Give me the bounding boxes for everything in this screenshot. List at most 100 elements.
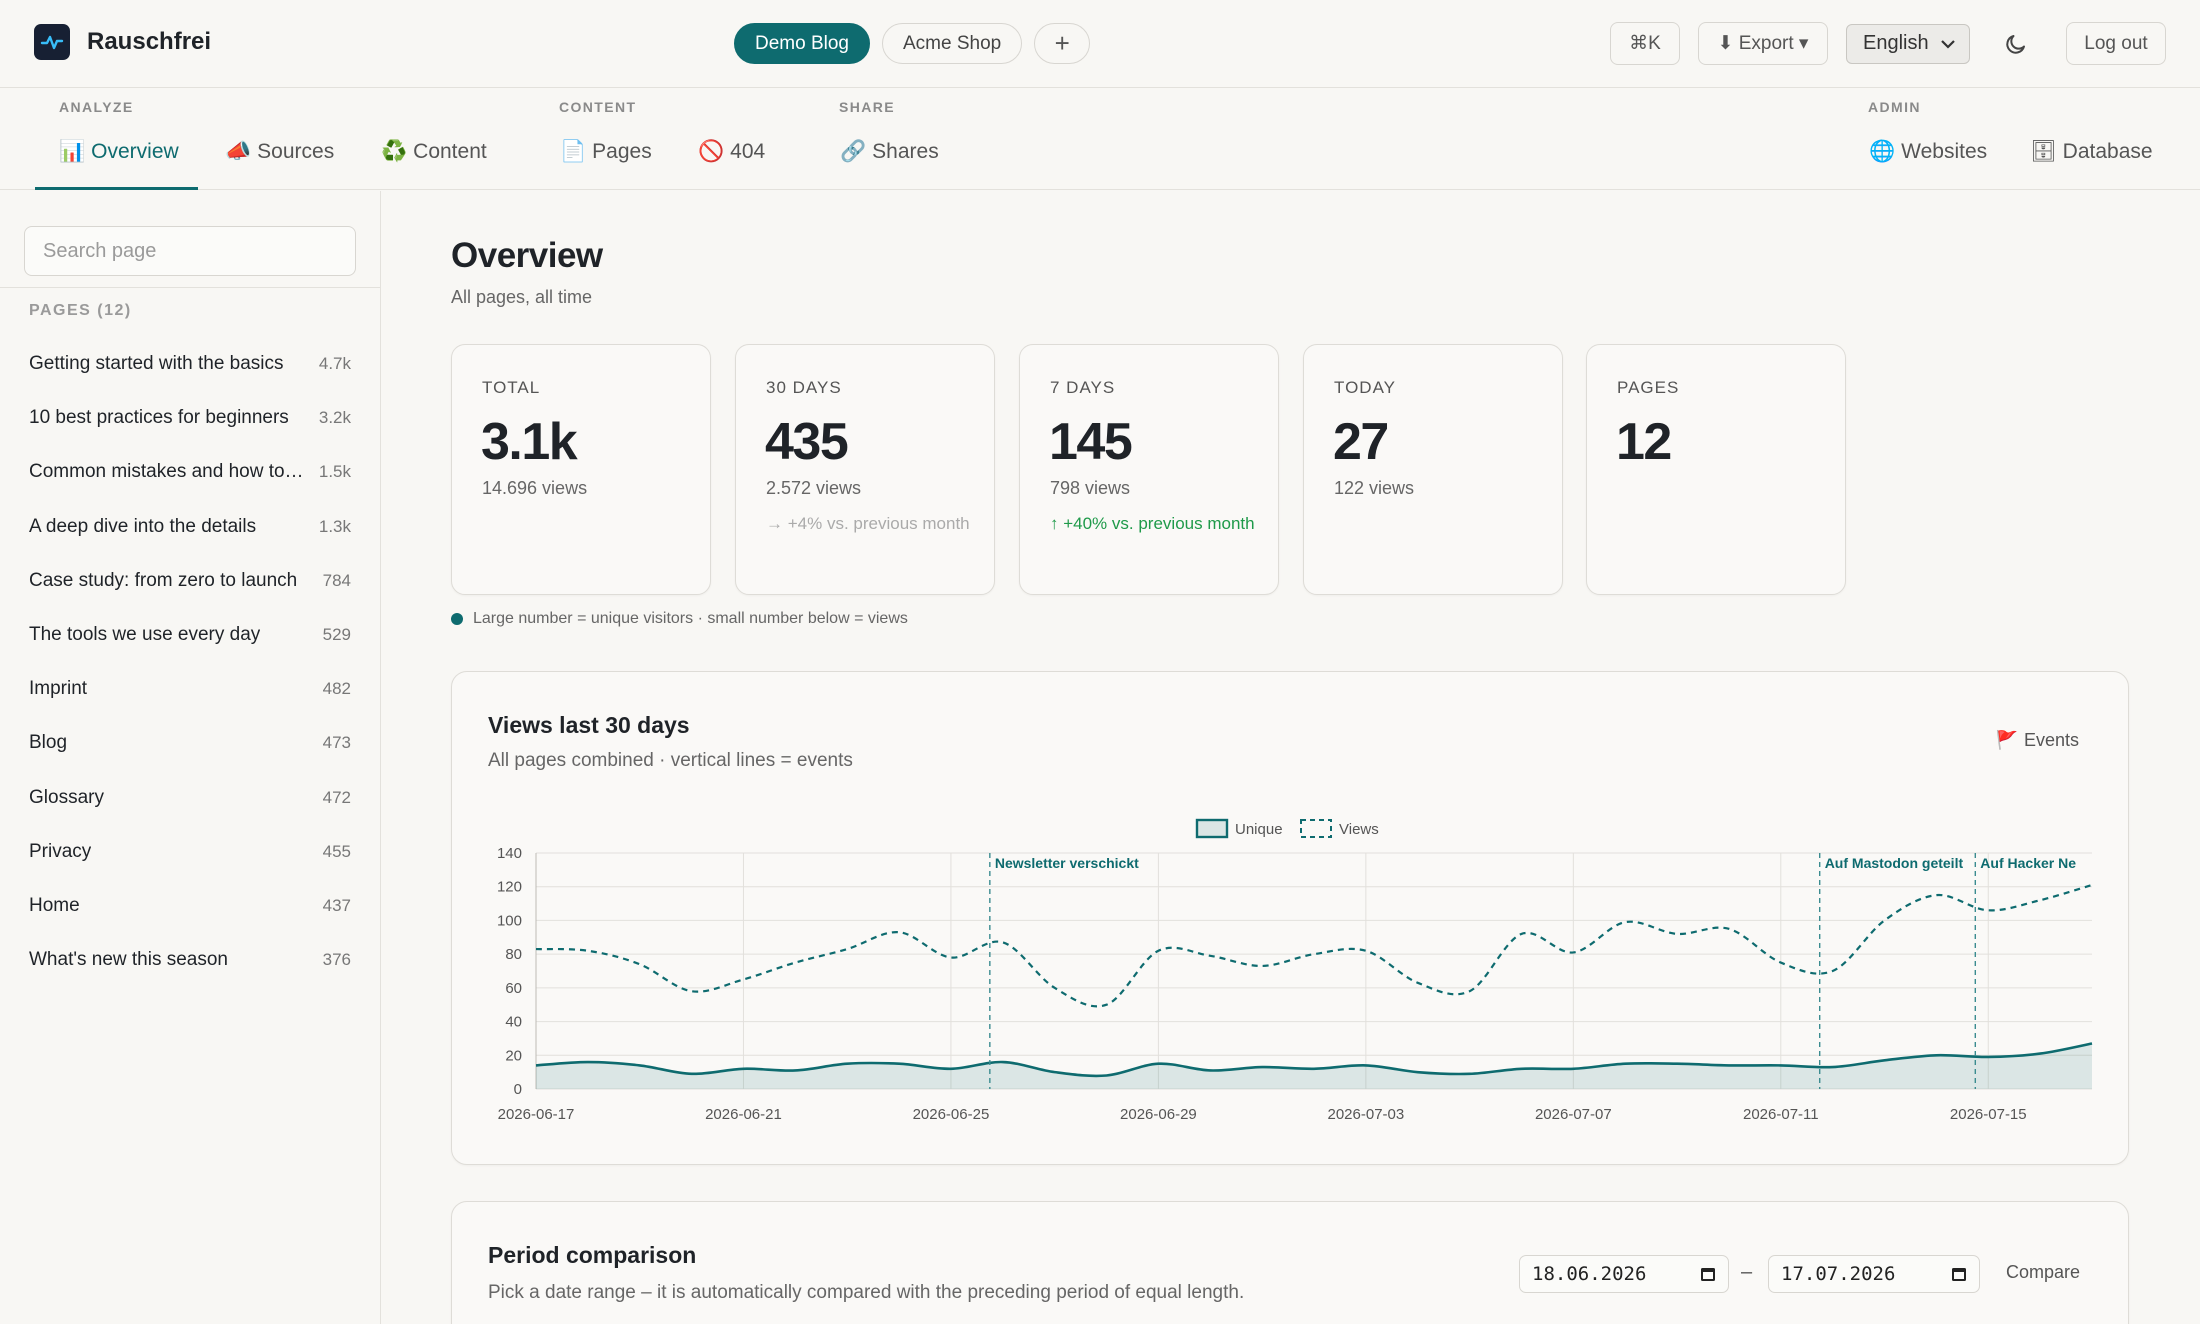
x-tick-label: 2026-07-03 xyxy=(1327,1106,1404,1123)
brand-logo-icon xyxy=(34,24,70,60)
tab-404-label: 404 xyxy=(730,140,766,163)
page-list-item-name: Case study: from zero to launch xyxy=(29,569,298,591)
to-date-input[interactable]: 17.07.2026 xyxy=(1768,1255,1980,1293)
page-list-item-count: 473 xyxy=(322,733,351,753)
events-toggle-button[interactable]: 🚩 Events xyxy=(1996,730,2079,751)
to-date-value: 17.07.2026 xyxy=(1781,1263,1896,1285)
stat-card-today: TODAY 27 122 views xyxy=(1303,344,1563,595)
page-list-item[interactable]: Privacy 455 xyxy=(29,825,351,879)
site-tab-acme-shop[interactable]: Acme Shop xyxy=(882,23,1023,64)
tab-shares[interactable]: 🔗 Shares xyxy=(840,140,939,164)
y-tick-label: 40 xyxy=(505,1014,522,1031)
page-list-item[interactable]: Getting started with the basics 4.7k xyxy=(29,337,351,391)
page-list-item-name: A deep dive into the details xyxy=(29,515,257,537)
legend-label-views: Views xyxy=(1339,821,1379,838)
page-list-item-name: Getting started with the basics xyxy=(29,353,284,375)
page-list-item[interactable]: A deep dive into the details 1.3k xyxy=(29,500,351,554)
stat-card-30-days: 30 DAYS 435 2.572 views → +4% vs. previous … xyxy=(735,344,995,595)
page-list-item-name: Blog xyxy=(29,732,68,754)
x-tick-label: 2026-06-25 xyxy=(913,1106,990,1123)
page-list-item[interactable]: Glossary 472 xyxy=(29,771,351,825)
active-tab-underline xyxy=(35,187,198,190)
y-tick-label: 140 xyxy=(497,845,522,862)
legend-swatch-unique xyxy=(1195,818,1229,839)
stats-legend-text: Large number = unique visitors · small n… xyxy=(473,610,908,627)
events-toggle-label: Events xyxy=(2023,730,2079,750)
recycle-icon: ♻️ xyxy=(381,140,408,163)
tab-404[interactable]: 🚫 404 xyxy=(698,140,765,164)
prohibited-icon: 🚫 xyxy=(698,140,725,163)
stat-label: 30 DAYS xyxy=(766,378,842,397)
stat-value: 145 xyxy=(1049,413,1133,471)
language-select-value: English xyxy=(1863,32,1929,54)
page-list-item-name: 10 best practices for beginners xyxy=(29,407,289,429)
stats-legend-note: Large number = unique visitors · small n… xyxy=(451,610,908,628)
page-list-item-count: 376 xyxy=(322,950,351,970)
tab-pages[interactable]: 📄 Pages xyxy=(560,140,652,164)
page-list-item[interactable]: Common mistakes and how to… 1.5k xyxy=(29,445,351,499)
legend-dot-icon xyxy=(451,613,463,625)
page-list-item-name: Imprint xyxy=(29,678,88,700)
tab-overview[interactable]: 📊 Overview xyxy=(59,140,179,164)
event-label: Auf Hacker Ne xyxy=(1980,855,2076,871)
from-date-input[interactable]: 18.06.2026 xyxy=(1519,1255,1729,1293)
date-range-separator: – xyxy=(1741,1261,1753,1283)
globe-icon: 🌐 xyxy=(1869,140,1896,163)
stat-value: 435 xyxy=(765,413,849,471)
page-list-item[interactable]: The tools we use every day 529 xyxy=(29,608,351,662)
period-comparison-card: Period comparison Pick a date range – it… xyxy=(451,1201,2129,1324)
theme-toggle-moon-icon[interactable] xyxy=(1988,22,2044,65)
event-label: Newsletter verschickt xyxy=(995,855,1139,871)
pages-heading: PAGES (12) xyxy=(29,302,132,319)
tab-sources[interactable]: 📣 Sources xyxy=(225,140,334,164)
stat-value: 12 xyxy=(1616,413,1672,471)
calendar-icon xyxy=(1701,1268,1715,1281)
page-list-item[interactable]: Blog 473 xyxy=(29,716,351,770)
search-page-input[interactable] xyxy=(24,226,356,276)
stat-views: 122 views xyxy=(1334,478,1415,498)
page-list-item-count: 529 xyxy=(322,625,351,645)
page-subtitle: All pages, all time xyxy=(451,287,593,307)
language-select[interactable]: English xyxy=(1846,23,1970,64)
page-list-item[interactable]: What's new this season 376 xyxy=(29,933,351,987)
stat-trend: ↑ +40% vs. previous month xyxy=(1050,514,1255,533)
sidebar: PAGES (12) Getting started with the basi… xyxy=(0,191,381,1324)
tab-shares-label: Shares xyxy=(872,140,939,163)
stat-label: TOTAL xyxy=(482,378,541,397)
megaphone-icon: 📣 xyxy=(225,140,252,163)
page-list-item[interactable]: Imprint 482 xyxy=(29,662,351,716)
tab-database[interactable]: 🗄 Database xyxy=(2030,140,2153,164)
nav-group-share: SHARE xyxy=(839,99,896,115)
logout-button[interactable]: Log out xyxy=(2066,22,2166,65)
tab-overview-label: Overview xyxy=(91,140,179,163)
tab-content[interactable]: ♻️ Content xyxy=(381,140,487,164)
add-site-button[interactable]: + xyxy=(1034,23,1091,64)
views-line-chart[interactable]: 0 20 40 60 80 100 120 140 2026-06-17 2026-06-21 20… xyxy=(452,672,2130,1166)
page-list-item[interactable]: Case study: from zero to launch 784 xyxy=(29,554,351,608)
sidebar-divider xyxy=(0,287,380,288)
page-list-item-count: 437 xyxy=(322,895,351,915)
from-date-value: 18.06.2026 xyxy=(1532,1263,1647,1285)
compare-button[interactable]: Compare xyxy=(2006,1262,2081,1282)
brand[interactable]: Rauschfrei xyxy=(34,24,211,60)
page-list-item[interactable]: Home 437 xyxy=(29,879,351,933)
legend-label-unique: Unique xyxy=(1235,821,1283,838)
main-nav: ANALYZE CONTENT SHARE ADMIN 📊 Overview 📣… xyxy=(0,88,2200,190)
tab-websites[interactable]: 🌐 Websites xyxy=(1869,140,1987,164)
export-button[interactable]: ⬇ Export ▾ xyxy=(1698,22,1828,65)
page-list-item-name: What's new this season xyxy=(29,949,228,971)
page-list-item[interactable]: 10 best practices for beginners 3.2k xyxy=(29,391,351,445)
stat-views: 2.572 views xyxy=(766,478,862,498)
page-list-item-count: 472 xyxy=(322,787,351,807)
page-list-item-count: 3.2k xyxy=(318,408,351,428)
tab-sources-label: Sources xyxy=(257,140,335,163)
nav-group-analyze: ANALYZE xyxy=(59,99,134,115)
site-tab-demo-blog[interactable]: Demo Blog xyxy=(734,23,870,64)
event-label: Auf Mastodon geteilt xyxy=(1825,855,1964,871)
tab-content-label: Content xyxy=(413,140,487,163)
x-tick-label: 2026-07-15 xyxy=(1950,1106,2027,1123)
views-card-title: Views last 30 days xyxy=(488,712,690,738)
calendar-icon xyxy=(1952,1268,1966,1281)
nav-group-content: CONTENT xyxy=(559,99,637,115)
command-palette-button[interactable]: ⌘K xyxy=(1610,22,1680,65)
